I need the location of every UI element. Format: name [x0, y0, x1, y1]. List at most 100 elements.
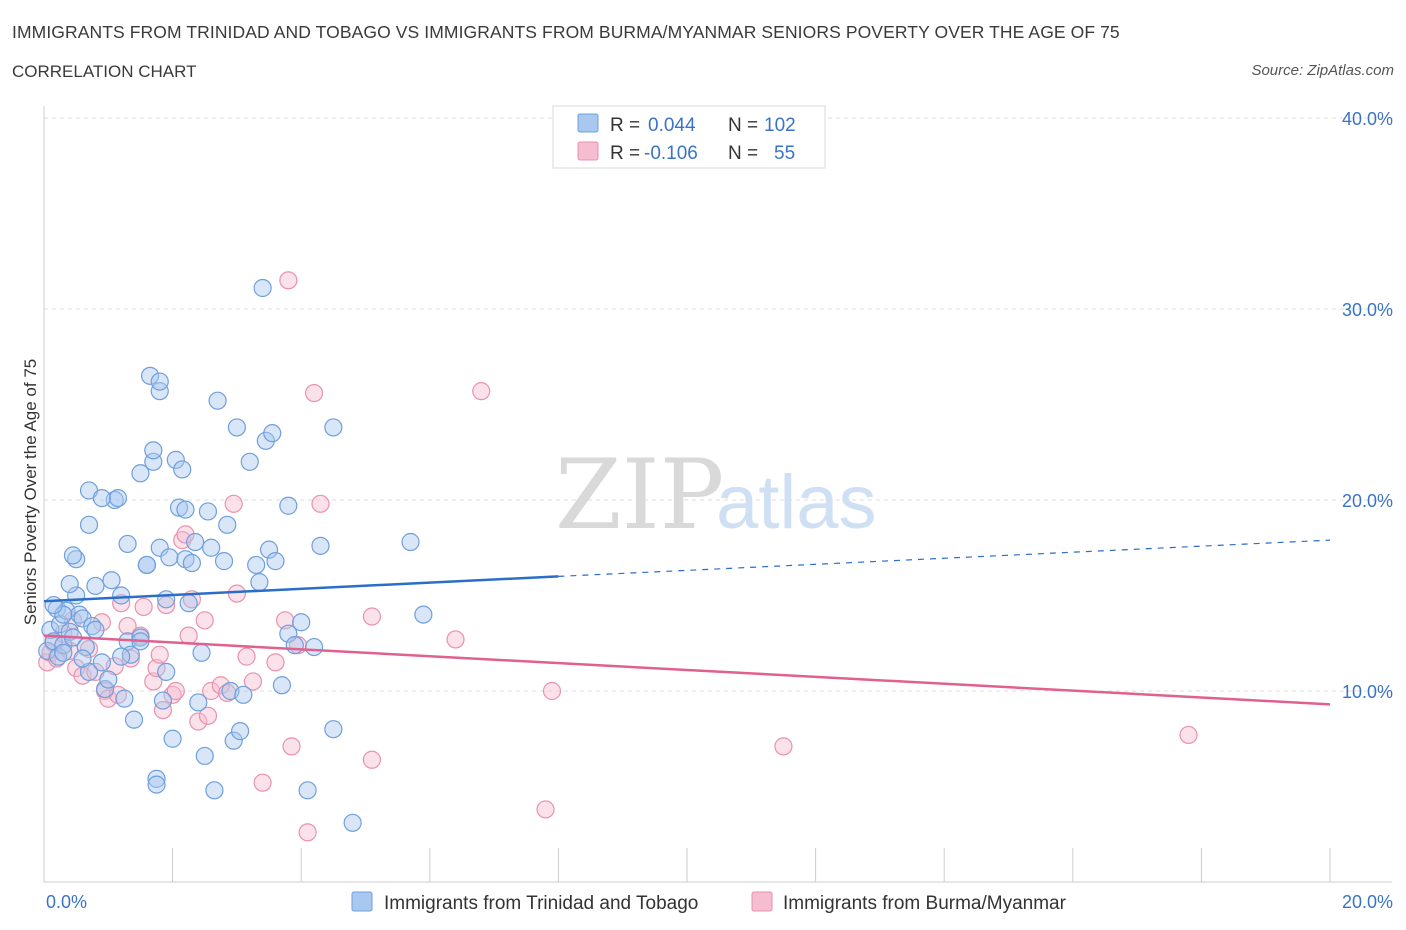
point-trinidad-74	[247, 555, 266, 575]
point-burma-20	[134, 597, 153, 617]
chart-subtitle: CORRELATION CHART	[12, 62, 197, 81]
point-burma-32	[189, 712, 208, 731]
point-burma-37	[218, 683, 237, 703]
point-burma-56	[774, 737, 793, 756]
point-burma-53	[472, 382, 491, 401]
point-trinidad-41	[144, 441, 163, 460]
point-burma-45	[282, 737, 301, 756]
point-trinidad-84	[292, 613, 311, 632]
watermark-zip: ZIP	[555, 439, 724, 551]
point-trinidad-49	[150, 372, 169, 391]
point-trinidad-50	[160, 548, 179, 567]
point-trinidad-57	[182, 553, 201, 573]
point-trinidad-89	[324, 418, 343, 437]
point-trinidad-46	[147, 769, 166, 788]
point-trinidad-83	[285, 636, 304, 655]
point-burma-9	[79, 639, 99, 659]
point-burma-33	[195, 611, 214, 630]
point-trinidad-72	[234, 685, 253, 704]
point-burma-21	[144, 672, 163, 691]
point-trinidad-29	[92, 488, 111, 508]
legend-swatch-trinidad	[577, 113, 599, 133]
legend-n-label-2: N =	[728, 143, 758, 164]
point-burma-44	[276, 611, 295, 630]
point-trinidad-24	[95, 679, 115, 699]
point-burma-23	[150, 645, 169, 664]
legend-swatch-burma	[577, 141, 599, 161]
point-trinidad-70	[227, 418, 246, 437]
point-trinidad-58	[186, 532, 205, 552]
y-tick-label-3: 40.0%	[1342, 109, 1393, 129]
trend-line-trinidad-extension	[558, 539, 1331, 577]
legend-r-value-2: -0.106	[644, 143, 698, 164]
point-trinidad-61	[195, 746, 214, 766]
point-trinidad-26	[102, 571, 121, 590]
point-trinidad-95	[73, 649, 92, 668]
chart-title: IMMIGRANTS FROM TRINIDAD AND TOBAGO VS I…	[12, 22, 1120, 42]
legend-r-label-1: R =	[610, 115, 640, 136]
point-burma-40	[237, 647, 256, 666]
point-trinidad-48	[150, 382, 169, 401]
trend-lines	[43, 539, 1331, 706]
point-burma-42	[253, 773, 272, 792]
point-trinidad-87	[311, 536, 330, 555]
bottom-legend-label-trinidad: Immigrants from Trinidad and Tobago	[384, 893, 698, 914]
point-burma-58	[279, 271, 298, 290]
point-trinidad-42	[150, 538, 169, 557]
y-tick-label-2: 30.0%	[1342, 300, 1393, 320]
tick-labels: 10.0% 20.0% 30.0% 40.0% 0.0% 20.0%	[46, 109, 1393, 912]
bottom-legend: Immigrants from Trinidad and Tobago Immi…	[351, 891, 1067, 914]
grid	[44, 117, 1392, 692]
trend-line-trinidad	[43, 575, 559, 603]
point-trinidad-76	[256, 431, 275, 450]
point-burma-43	[266, 653, 285, 672]
bottom-legend-swatch-burma	[751, 891, 773, 912]
point-burma-48	[311, 494, 330, 513]
point-trinidad-0	[38, 641, 57, 660]
point-trinidad-88	[324, 720, 343, 739]
point-trinidad-59	[189, 693, 208, 712]
point-trinidad-18	[63, 546, 83, 565]
top-legend: R = 0.044 N = 102 R = -0.106 N = 55	[552, 105, 826, 169]
point-trinidad-39	[140, 366, 160, 385]
point-trinidad-1	[41, 620, 60, 639]
point-trinidad-69	[224, 731, 243, 750]
point-burma-54	[536, 800, 555, 819]
bottom-legend-label-burma: Immigrants from Burma/Myanmar	[783, 893, 1067, 914]
point-trinidad-77	[259, 540, 279, 559]
point-trinidad-37	[131, 464, 150, 483]
point-trinidad-96	[176, 500, 195, 519]
x-tick-label-1: 20.0%	[1342, 892, 1393, 912]
point-trinidad-51	[163, 729, 182, 748]
legend-n-value-1: 102	[764, 115, 796, 136]
legend-r-value-1: 0.044	[648, 115, 696, 136]
trend-line-burma	[43, 634, 1331, 706]
point-trinidad-100	[44, 595, 63, 615]
point-trinidad-80	[272, 676, 292, 695]
point-trinidad-19	[79, 515, 99, 534]
point-trinidad-54	[173, 460, 192, 479]
point-burma-27	[166, 681, 185, 701]
y-tick-label-1: 20.0%	[1342, 491, 1393, 511]
point-trinidad-35	[124, 710, 144, 729]
point-burma-39	[227, 584, 246, 603]
axes	[43, 106, 1392, 883]
point-burma-17	[118, 616, 137, 636]
y-axis-label: Seniors Poverty Over the Age of 75	[21, 359, 40, 625]
point-trinidad-86	[304, 637, 324, 657]
legend-n-value-2: 55	[774, 143, 795, 164]
legend-r-label-2: R =	[610, 143, 640, 164]
source-label: Source: ZipAtlas.com	[1251, 62, 1394, 79]
point-trinidad-64	[205, 781, 224, 800]
watermark-atlas: atlas	[716, 460, 877, 545]
point-trinidad-30	[112, 586, 131, 605]
point-burma-22	[147, 658, 166, 678]
bottom-legend-swatch-trinidad	[351, 891, 373, 912]
point-trinidad-99	[112, 647, 131, 666]
point-trinidad-82	[279, 496, 298, 515]
point-trinidad-62	[198, 502, 218, 521]
series-trinidad-points	[38, 278, 433, 832]
point-burma-51	[362, 607, 382, 626]
point-burma-49	[298, 823, 317, 842]
